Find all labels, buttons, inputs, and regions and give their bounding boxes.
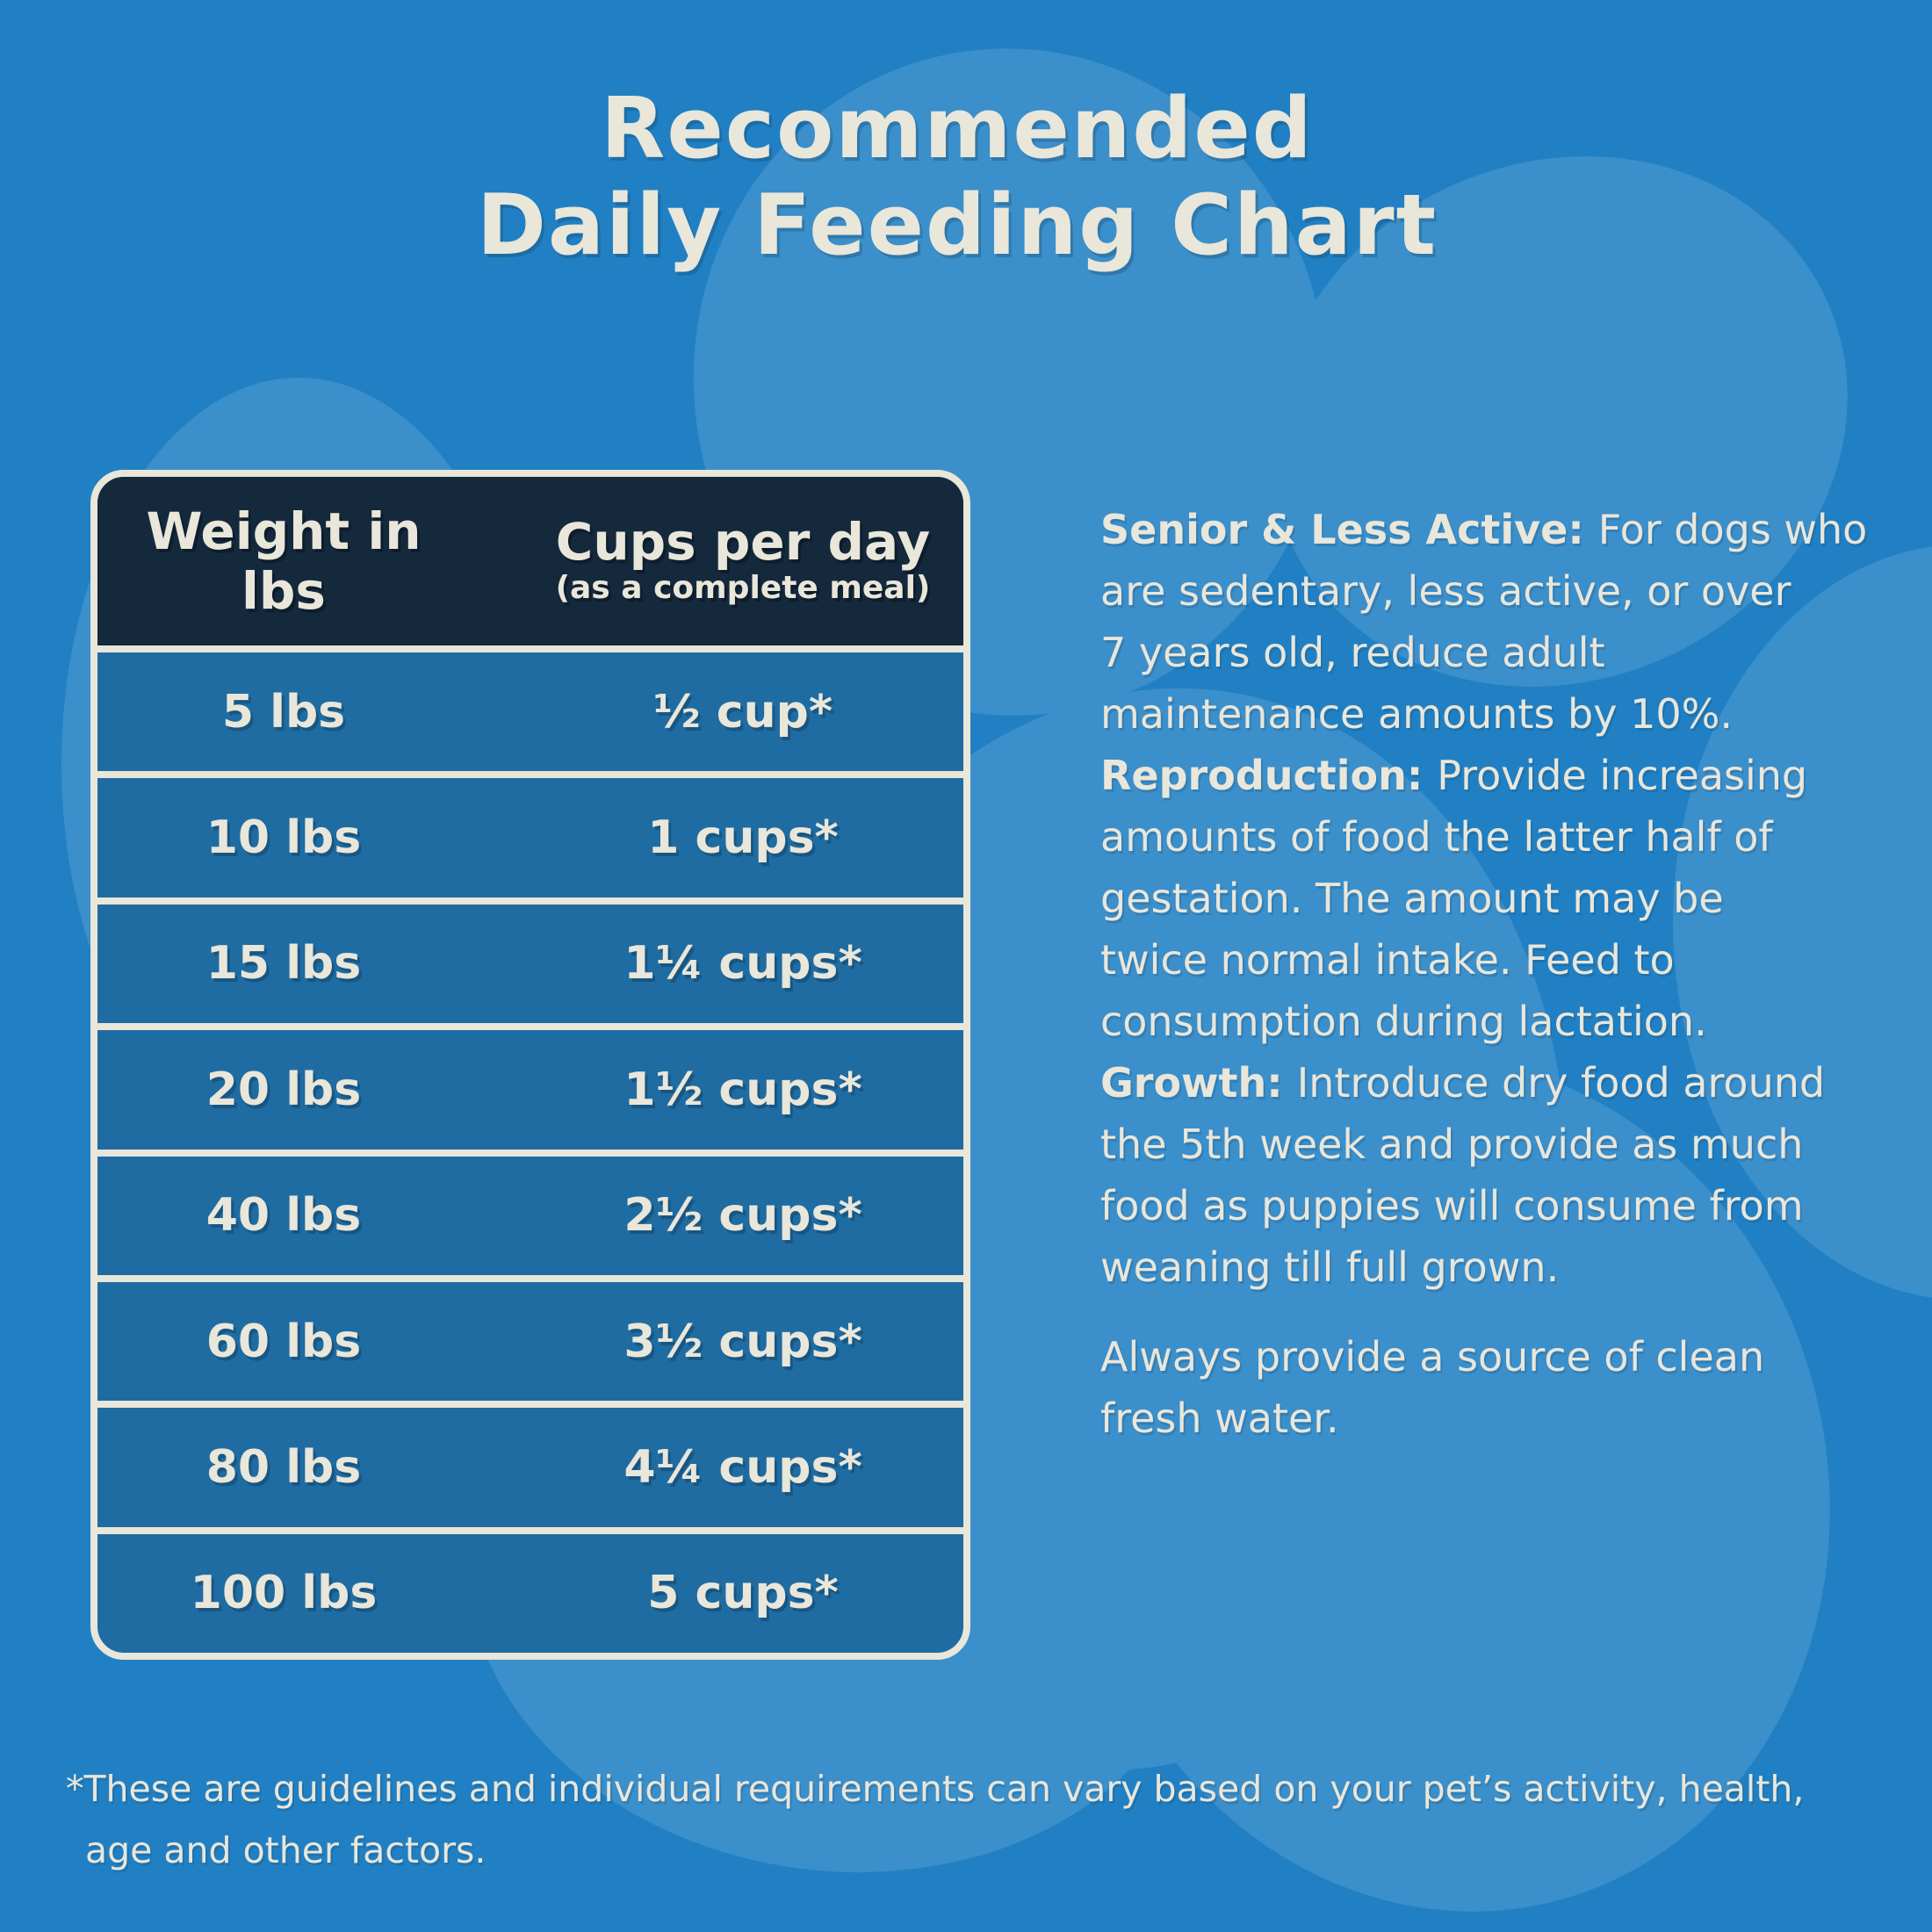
weight-cell: 100 lbs <box>190 1567 378 1620</box>
weight-cell: 15 lbs <box>205 937 362 991</box>
info-line: fresh water. <box>1100 1395 1339 1442</box>
table-row: 20 lbs 1½ cups* <box>97 1023 963 1149</box>
header-cups-label: Cups per day <box>555 512 931 572</box>
table-row: 80 lbs 4¼ cups* <box>97 1401 963 1526</box>
weight-cell: 80 lbs <box>205 1440 362 1494</box>
weight-cell: 5 lbs <box>221 685 346 739</box>
header-cups-cell: Cups per day (as a complete meal) <box>470 515 963 608</box>
info-paragraph: Growth: Introduce dry food around the 5th… <box>1100 1052 1873 1298</box>
info-line: are sedentary, less active, or over <box>1100 567 1791 615</box>
info-line: amounts of food the latter half of <box>1100 813 1773 861</box>
info-label: Reproduction: <box>1100 752 1438 799</box>
cups-cell: 2½ cups* <box>624 1189 862 1243</box>
cups-cell: 1¼ cups* <box>624 937 862 991</box>
page-title: Recommended Daily Feeding Chart <box>0 81 1914 274</box>
info-line: the 5th week and provide as much <box>1100 1121 1804 1168</box>
info-paragraph: Reproduction: Provide increasing amounts … <box>1100 745 1873 1052</box>
table-row: 10 lbs 1 cups* <box>97 771 963 897</box>
info-line: maintenance amounts by 10%. <box>1100 690 1733 738</box>
cups-cell: 3½ cups* <box>624 1315 862 1368</box>
paw-pad-right <box>1068 1056 1830 1912</box>
table-header: Weight in lbs Cups per day (as a complet… <box>97 477 963 645</box>
table-row: 5 lbs ½ cup* <box>97 645 963 771</box>
paw-side-lobe <box>1673 546 1932 1298</box>
info-line: consumption during lactation. <box>1100 998 1707 1045</box>
info-line: Always provide a source of clean <box>1100 1333 1765 1381</box>
info-label: Senior & Less Active: <box>1100 506 1598 553</box>
info-line: twice normal intake. Feed to <box>1100 936 1675 984</box>
info-line: weaning till full grown. <box>1100 1244 1560 1291</box>
table-row: 15 lbs 1¼ cups* <box>97 897 963 1023</box>
cups-cell: 1½ cups* <box>624 1063 862 1116</box>
info-paragraph: Always provide a source of clean fresh wa… <box>1100 1326 1873 1449</box>
header-cups-sublabel: (as a complete meal) <box>555 570 931 606</box>
paw-toe-right <box>1270 156 1848 687</box>
table-row: 40 lbs 2½ cups* <box>97 1149 963 1275</box>
cups-cell: 5 cups* <box>647 1567 839 1620</box>
info-line: Growth: Introduce dry food around <box>1100 1059 1826 1107</box>
page-title-line2: Daily Feeding Chart <box>477 177 1438 274</box>
feeding-table: Weight in lbs Cups per day (as a complet… <box>90 470 970 1660</box>
weight-cell: 10 lbs <box>205 811 362 865</box>
info-line: 7 years old, reduce adult <box>1100 629 1605 676</box>
info-label: Growth: <box>1100 1059 1297 1107</box>
footer-line: age and other factors. <box>85 1829 487 1871</box>
info-line: Senior & Less Active: For dogs who <box>1100 506 1868 553</box>
footer-line: *These are guidelines and individual req… <box>66 1768 1805 1810</box>
page-title-line1: Recommended <box>601 81 1314 177</box>
weight-cell: 20 lbs <box>205 1063 362 1116</box>
info-panel: Senior & Less Active: For dogs who are se… <box>1100 499 1873 1449</box>
info-line: food as puppies will consume from <box>1100 1182 1804 1229</box>
cups-cell: 4¼ cups* <box>624 1440 862 1494</box>
footer-disclaimer: *These are guidelines and individual req… <box>66 1758 1875 1881</box>
table-row: 60 lbs 3½ cups* <box>97 1274 963 1401</box>
info-line: gestation. The amount may be <box>1100 875 1724 922</box>
weight-cell: 40 lbs <box>205 1189 362 1243</box>
info-paragraph: Senior & Less Active: For dogs who are se… <box>1100 499 1873 745</box>
info-line: Reproduction: Provide increasing <box>1100 752 1808 799</box>
header-weight-label: Weight in lbs <box>146 501 422 621</box>
cups-cell: 1 cups* <box>647 811 839 865</box>
weight-cell: 60 lbs <box>205 1315 362 1368</box>
cups-cell: ½ cup* <box>652 685 833 739</box>
table-row: 100 lbs 5 cups* <box>97 1526 963 1653</box>
